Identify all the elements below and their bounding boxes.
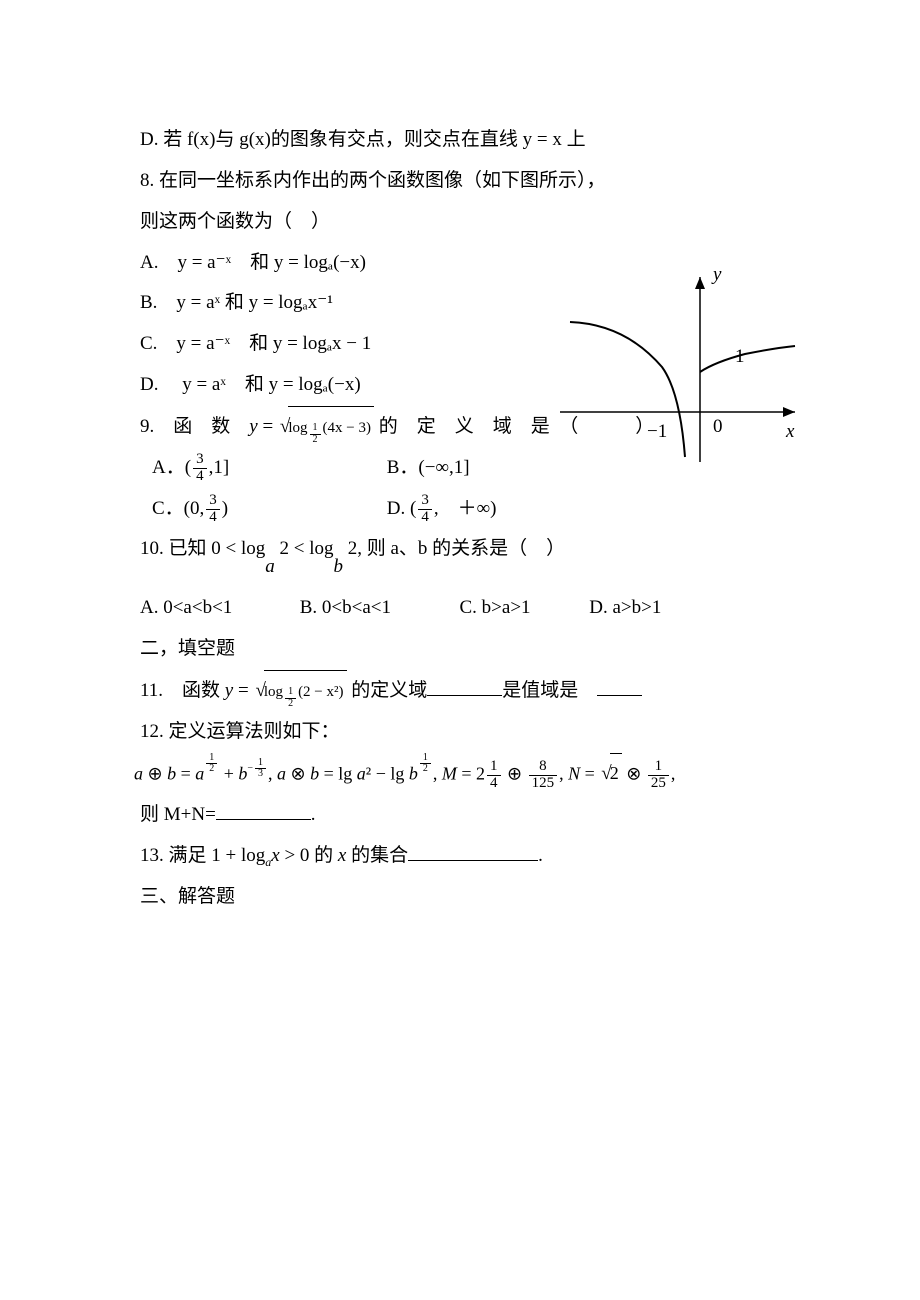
q8-stem-line2: 则这两个函数为（ ） xyxy=(140,202,790,243)
q12-b3: b xyxy=(310,763,319,783)
q10-options: A. 0<a<b<1 B. 0<b<a<1 C. b>a>1 D. a>b>1 xyxy=(140,588,790,629)
q10-r: 2, 则 a、b 的关系是（ ） xyxy=(343,538,565,559)
q10-option-b: B. 0<b<a<1 xyxy=(300,588,455,629)
q7d-text: D. 若 f(x)与 g(x)的图象有交点，则交点在直线 y = x 上 xyxy=(140,129,586,150)
q8-option-b: B. y = aˣ 和 y = logₐx⁻¹ xyxy=(140,283,790,324)
q11-tail: 是值域是 xyxy=(502,680,597,701)
q9-eq: = xyxy=(258,416,278,437)
q9-option-d: D. (34, ＋∞) xyxy=(387,489,497,530)
q11-eq: = xyxy=(233,680,253,701)
q11-logbase: 12 xyxy=(283,687,298,709)
q9c-frac: 34 xyxy=(204,493,222,526)
q7-option-d: D. 若 f(x)与 g(x)的图象有交点，则交点在直线 y = x 上 xyxy=(140,120,790,161)
q9d-frac: 34 xyxy=(416,493,434,526)
q9d-post: , ＋∞) xyxy=(434,498,497,519)
q12-sqrt2: 2 xyxy=(599,753,621,795)
q8-body: y 1 0 −1 x 则这两个函数为（ ） A. y = a⁻ˣ 和 y = l… xyxy=(140,202,790,406)
q8-option-d: D. y = aˣ 和 y = logₐ(−x) xyxy=(140,365,790,406)
q10-l: 10. 已知 0 < log xyxy=(140,538,265,559)
q12-blank xyxy=(216,800,311,820)
q8-stem2: 则这两个函数为（ ） xyxy=(140,211,330,232)
q10-option-d: D. a>b>1 xyxy=(589,588,661,629)
q9-option-b: B．(−∞,1] xyxy=(387,448,470,489)
q9-post: 的 定 义 域 是 （ ） xyxy=(379,416,655,437)
q10-option-c: C. b>a>1 xyxy=(460,588,585,629)
q11-rad: log12(2 − x²) xyxy=(264,670,347,712)
q12-a2: a xyxy=(195,763,204,783)
q11-blank1 xyxy=(427,676,502,696)
q12-mfrac: 14 xyxy=(485,759,503,792)
q11-log: log xyxy=(264,684,283,700)
q9c-pre: C．(0, xyxy=(152,498,204,519)
q11-pre: 11. 函数 xyxy=(140,680,225,701)
q12-a1: a xyxy=(134,763,143,783)
q12-half: 12 xyxy=(204,753,219,775)
q10-b: b xyxy=(334,547,344,588)
q11-blank2 xyxy=(597,676,642,696)
q9a-post: ,1] xyxy=(209,457,230,478)
q13-period: . xyxy=(538,845,543,866)
q8-stem-line1: 8. 在同一坐标系内作出的两个函数图像（如下图所示）， xyxy=(140,161,790,202)
q13: 13. 满足 1 + logax > 0 的 x 的集合. xyxy=(140,836,790,877)
section-3-title: 三、解答题 xyxy=(140,877,790,918)
q8-option-a: A. y = a⁻ˣ 和 y = logₐ(−x) xyxy=(140,243,790,284)
q8-option-c: C. y = a⁻ˣ 和 y = logₐx − 1 xyxy=(140,324,790,365)
q9-radicand: log12(4x − 3) xyxy=(288,406,374,448)
q10-m: 2 < log xyxy=(275,538,334,559)
q12-1-25: 125 xyxy=(646,759,671,792)
q9-pre: 9. 函 数 xyxy=(140,416,249,437)
q9-sqrt: log12(4x − 3) xyxy=(278,406,374,448)
q12-8-125: 8125 xyxy=(527,759,560,792)
q9-options-row2: C．(0,34) D. (34, ＋∞) xyxy=(140,489,790,530)
q12-period: . xyxy=(311,804,316,825)
q10-a: a xyxy=(265,547,275,588)
q12-bhalf: 12 xyxy=(418,753,433,775)
q9-stem: 9. 函 数 y = log12(4x − 3) 的 定 义 域 是 （ ） xyxy=(140,406,790,448)
q12-a4: a xyxy=(357,763,366,783)
q13-x: x xyxy=(271,845,279,866)
q8c: C. y = a⁻ˣ 和 y = logₐx − 1 xyxy=(140,333,371,354)
q12-b1: b xyxy=(167,763,176,783)
q8-stem1: 8. 在同一坐标系内作出的两个函数图像（如下图所示）， xyxy=(140,170,606,191)
page: D. 若 f(x)与 g(x)的图象有交点，则交点在直线 y = x 上 8. … xyxy=(0,0,920,978)
q12-b4: b xyxy=(409,763,418,783)
q9-log: log xyxy=(288,420,307,436)
q9a-pre: A．( xyxy=(152,457,191,478)
q12-a3: a xyxy=(277,763,286,783)
q11-mid: 的定义域 xyxy=(351,680,427,701)
q13-blank xyxy=(408,841,538,861)
q9c-post: ) xyxy=(222,498,228,519)
q12-M: M xyxy=(442,763,457,783)
q9-options-row1: A．(34,1] B．(−∞,1] xyxy=(140,448,790,489)
q12-tail: 则 M+N=. xyxy=(140,795,790,836)
q11-sqrt: log12(2 − x²) xyxy=(253,670,346,712)
q9d-pre: D. ( xyxy=(387,498,417,519)
q12-N: N xyxy=(568,763,580,783)
q9-logbase: 12 xyxy=(308,423,323,445)
q9-arg: (4x − 3) xyxy=(323,420,371,436)
q12-negthird: −13 xyxy=(247,763,268,774)
section-2-title: 二，填空题 xyxy=(140,629,790,670)
q9-option-c: C．(0,34) xyxy=(152,489,382,530)
q10-option-a: A. 0<a<b<1 xyxy=(140,588,295,629)
q9-option-a: A．(34,1] xyxy=(152,448,382,489)
q11-arg: (2 − x²) xyxy=(298,684,343,700)
q9a-frac: 34 xyxy=(191,452,209,485)
q8a: A. y = a⁻ˣ 和 y = logₐ(−x) xyxy=(140,252,366,273)
q10-stem: 10. 已知 0 < loga 2 < logb 2, 则 a、b 的关系是（ … xyxy=(140,529,790,588)
q8b: B. y = aˣ 和 y = logₐx⁻¹ xyxy=(140,292,333,313)
q9-y: y xyxy=(249,416,257,437)
q13-mid: > 0 的 x 的集合 xyxy=(280,845,408,866)
q12-tail-text: 则 M+N= xyxy=(140,804,216,825)
q13-pre: 13. 满足 1 + log xyxy=(140,845,265,866)
q12-formula: a ⊕ b = a12 + b−13, a ⊗ b = lg a² − lg b… xyxy=(134,753,790,795)
q11-y: y xyxy=(225,680,233,701)
q11: 11. 函数 y = log12(2 − x²) 的定义域 是值域是 xyxy=(140,670,790,712)
q12-stem: 12. 定义运算法则如下： xyxy=(140,712,790,753)
q8d: D. y = aˣ 和 y = logₐ(−x) xyxy=(140,374,361,395)
